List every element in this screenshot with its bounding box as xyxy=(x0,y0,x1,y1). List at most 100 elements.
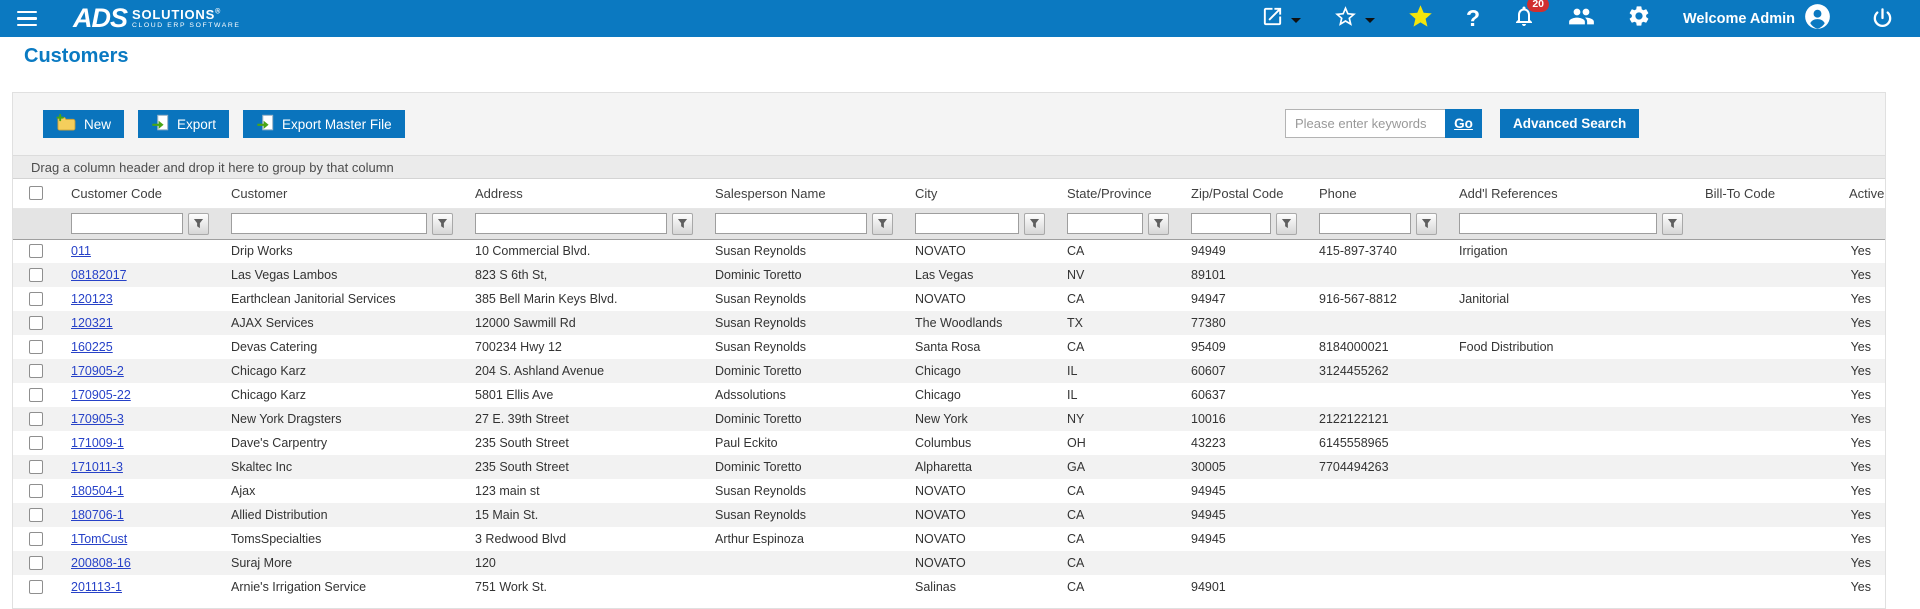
funnel-icon xyxy=(437,218,448,228)
filter-controls-customer_code xyxy=(59,212,209,235)
go-button[interactable]: Go xyxy=(1445,109,1482,138)
row-checkbox[interactable] xyxy=(29,436,43,450)
cell-address: 120 xyxy=(461,551,701,575)
filter-funnel-button-state_province[interactable] xyxy=(1148,212,1169,235)
column-header-salesperson_name[interactable]: Salesperson Name xyxy=(701,179,901,209)
filter-input-customer_code[interactable] xyxy=(71,213,183,234)
customer-code-link[interactable]: 170905-22 xyxy=(71,388,131,402)
row-checkbox[interactable] xyxy=(29,532,43,546)
customer-code-link[interactable]: 1TomCust xyxy=(71,532,128,546)
row-checkbox[interactable] xyxy=(29,556,43,570)
customer-code-link[interactable]: 180504-1 xyxy=(71,484,124,498)
cell-phone: 8184000021 xyxy=(1305,335,1445,359)
row-checkbox[interactable] xyxy=(29,244,43,259)
export-master-file-label: Export Master File xyxy=(282,116,392,132)
customer-code-link[interactable]: 011 xyxy=(71,244,91,259)
cell-salesperson_name: Susan Reynolds xyxy=(701,335,901,359)
row-checkbox[interactable] xyxy=(29,268,43,282)
advanced-search-button[interactable]: Advanced Search xyxy=(1500,109,1640,138)
cell-salesperson_name: Susan Reynolds xyxy=(701,239,901,263)
export-master-file-button[interactable]: Export Master File xyxy=(243,110,405,138)
cell-bill_to_code xyxy=(1691,551,1835,575)
column-header-customer_code[interactable]: Customer Code xyxy=(57,179,217,209)
filter-funnel-button-customer_code[interactable] xyxy=(188,212,209,235)
customer-code-link[interactable]: 08182017 xyxy=(71,268,127,282)
filter-input-customer[interactable] xyxy=(231,213,427,234)
user-menu[interactable]: Welcome Admin xyxy=(1683,3,1831,35)
column-header-state_province[interactable]: State/Province xyxy=(1053,179,1177,209)
favorites-menu[interactable] xyxy=(1333,4,1375,34)
keyword-search-input[interactable] xyxy=(1285,109,1445,138)
customer-code-link[interactable]: 120321 xyxy=(71,316,113,330)
menu-icon[interactable] xyxy=(15,7,39,31)
cell-bill_to_code xyxy=(1691,479,1835,503)
funnel-icon xyxy=(1029,218,1040,228)
filter-input-phone[interactable] xyxy=(1319,213,1411,234)
filter-input-address[interactable] xyxy=(475,213,667,234)
share-menu[interactable] xyxy=(1261,5,1301,33)
cell-salesperson_name: Susan Reynolds xyxy=(701,479,901,503)
column-header-phone[interactable]: Phone xyxy=(1305,179,1445,209)
table-row: 170905-3 New York Dragsters 27 E. 39th Str… xyxy=(13,407,1885,431)
cell-customer: Ajax xyxy=(217,479,461,503)
row-checkbox[interactable] xyxy=(29,508,43,522)
filter-funnel-button-city[interactable] xyxy=(1024,212,1045,235)
row-checkbox[interactable] xyxy=(29,340,43,354)
logout-power-icon[interactable] xyxy=(1871,7,1894,30)
row-select-cell xyxy=(13,527,57,551)
customer-code-link[interactable]: 200808-16 xyxy=(71,556,131,570)
filter-funnel-button-salesperson_name[interactable] xyxy=(872,212,893,235)
export-button[interactable]: Export xyxy=(138,110,230,138)
row-checkbox[interactable] xyxy=(29,316,43,330)
notifications-button[interactable]: 20 xyxy=(1512,0,1549,33)
customer-code-link[interactable]: 170905-2 xyxy=(71,364,124,378)
filter-input-state_province[interactable] xyxy=(1067,213,1143,234)
cell-state_province: NV xyxy=(1053,263,1177,287)
row-checkbox[interactable] xyxy=(29,388,43,402)
row-checkbox[interactable] xyxy=(29,580,43,594)
row-checkbox[interactable] xyxy=(29,460,43,474)
cell-state_province: CA xyxy=(1053,527,1177,551)
customer-code-link[interactable]: 171011-3 xyxy=(71,460,123,474)
customer-code-link[interactable]: 160225 xyxy=(71,340,113,354)
filter-input-city[interactable] xyxy=(915,213,1019,234)
customer-code-link[interactable]: 180706-1 xyxy=(71,508,124,522)
help-icon[interactable]: ? xyxy=(1465,5,1480,31)
group-by-drop-zone[interactable]: Drag a column header and drop it here to… xyxy=(13,155,1885,179)
users-button[interactable] xyxy=(1568,3,1595,35)
cell-zip_postal_code: 60607 xyxy=(1177,359,1305,383)
column-header-bill_to_code[interactable]: Bill-To Code xyxy=(1691,179,1835,209)
new-button[interactable]: New xyxy=(43,110,125,138)
filter-funnel-button-address[interactable] xyxy=(672,212,693,235)
row-checkbox[interactable] xyxy=(29,412,43,426)
column-header-zip_postal_code[interactable]: Zip/Postal Code xyxy=(1177,179,1305,209)
row-checkbox[interactable] xyxy=(29,484,43,498)
customer-code-link[interactable]: 170905-3 xyxy=(71,412,124,426)
cell-customer_code: 08182017 xyxy=(57,263,217,287)
row-checkbox[interactable] xyxy=(29,364,43,378)
row-select-cell xyxy=(13,335,57,359)
cell-state_province: IL xyxy=(1053,383,1177,407)
select-all-header-cell xyxy=(13,179,57,209)
filter-input-addl_references[interactable] xyxy=(1459,213,1657,234)
filter-funnel-button-phone[interactable] xyxy=(1416,212,1437,235)
filter-input-salesperson_name[interactable] xyxy=(715,213,867,234)
column-header-addl_references[interactable]: Add'l References xyxy=(1445,179,1691,209)
row-checkbox[interactable] xyxy=(29,292,43,306)
filter-funnel-button-zip_postal_code[interactable] xyxy=(1276,212,1297,235)
filter-input-zip_postal_code[interactable] xyxy=(1191,213,1271,234)
settings-button[interactable] xyxy=(1627,4,1651,33)
customer-code-link[interactable]: 201113-1 xyxy=(71,580,122,594)
filter-funnel-button-customer[interactable] xyxy=(432,212,453,235)
cell-bill_to_code xyxy=(1691,287,1835,311)
column-header-active[interactable]: Active xyxy=(1835,179,1885,209)
app-logo[interactable]: ADS SOLUTIONS® CLOUD ERP SOFTWARE xyxy=(73,5,241,32)
column-header-address[interactable]: Address xyxy=(461,179,701,209)
filter-funnel-button-addl_references[interactable] xyxy=(1662,212,1683,235)
select-all-checkbox[interactable] xyxy=(29,186,43,201)
customer-code-link[interactable]: 120123 xyxy=(71,292,113,306)
favorite-toggle[interactable] xyxy=(1407,3,1434,35)
customer-code-link[interactable]: 171009-1 xyxy=(71,436,124,450)
column-header-city[interactable]: City xyxy=(901,179,1053,209)
column-header-customer[interactable]: Customer xyxy=(217,179,461,209)
